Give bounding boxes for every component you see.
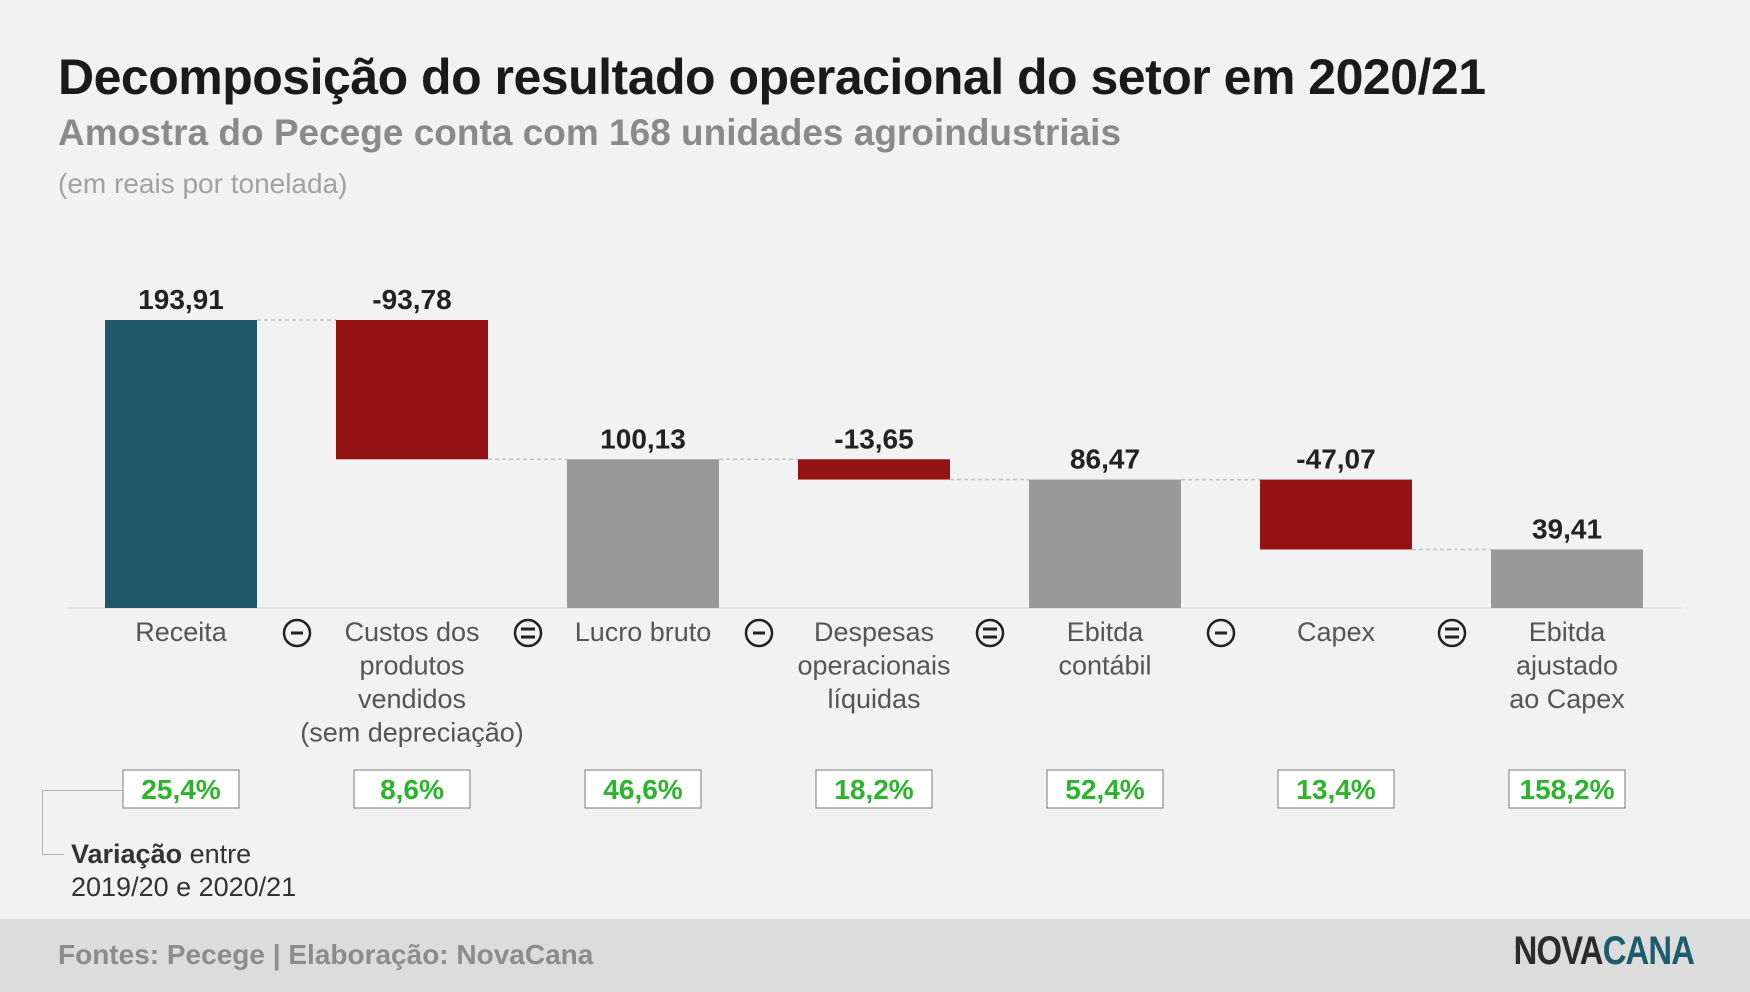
- value-label-4: 86,47: [1070, 444, 1140, 475]
- variation-bracket-top: [42, 790, 122, 791]
- variation-box-2: [584, 769, 702, 809]
- category-label-4-0: Ebitda: [1067, 617, 1145, 647]
- category-label-1-2: vendidos: [358, 684, 466, 714]
- bar-2: [567, 459, 719, 608]
- bar-5: [1260, 479, 1412, 550]
- category-label-3-0: Despesas: [814, 617, 934, 647]
- bar-3: [798, 459, 950, 480]
- category-label-6-1: ajustado: [1516, 651, 1618, 681]
- variation-value-0: 25,4%: [141, 774, 220, 805]
- variation-value-2: 46,6%: [603, 774, 682, 805]
- footer: Fontes: Pecege | Elaboração: NovaCana NO…: [0, 919, 1750, 992]
- minus-operator-icon-0: [282, 618, 312, 648]
- value-label-2: 100,13: [600, 423, 686, 454]
- chart-title: Decomposição do resultado operacional do…: [58, 49, 1486, 105]
- category-label-2-0: Lucro bruto: [575, 617, 712, 647]
- category-label-1-3: (sem depreciação): [300, 718, 524, 748]
- minus-operator-icon-4: [1206, 618, 1236, 648]
- variation-value-6: 158,2%: [1520, 774, 1615, 805]
- variation-box-0: [122, 769, 240, 809]
- category-label-1-0: Custos dos: [344, 617, 479, 647]
- value-label-0: 193,91: [138, 284, 224, 315]
- category-label-3-1: operacionais: [797, 651, 950, 681]
- novacana-logo: NOVACANA: [1513, 929, 1694, 973]
- category-label-0-0: Receita: [135, 617, 228, 647]
- variation-value-4: 52,4%: [1065, 774, 1144, 805]
- minus-operator-icon-2: [744, 618, 774, 648]
- value-label-3: -13,65: [834, 423, 913, 454]
- category-label-1-1: produtos: [359, 651, 464, 681]
- chart-subtitle: Amostra do Pecege conta com 168 unidades…: [58, 112, 1122, 153]
- bar-6: [1491, 549, 1643, 608]
- variation-box-5: [1277, 769, 1395, 809]
- waterfall-chart: 193,91 Receita 25,4% -93,78 Custos dos produt…: [68, 284, 1682, 809]
- variation-value-3: 18,2%: [834, 774, 913, 805]
- bar-0: [105, 320, 257, 608]
- variation-box-6: [1508, 769, 1626, 809]
- bar-1: [336, 320, 488, 460]
- variation-box-1: [353, 769, 471, 809]
- equals-operator-icon-1: [513, 618, 543, 648]
- variation-legend: Variação entre 2019/20 e 2020/21: [71, 838, 296, 904]
- sources-text: Fontes: Pecege | Elaboração: NovaCana: [58, 939, 594, 970]
- value-label-6: 39,41: [1532, 513, 1602, 544]
- category-label-3-2: líquidas: [827, 684, 920, 714]
- bar-4: [1029, 479, 1181, 608]
- equals-operator-icon-5: [1437, 618, 1467, 648]
- variation-legend-rest: entre: [182, 839, 252, 869]
- category-label-6-2: ao Capex: [1509, 684, 1625, 714]
- category-label-4-1: contábil: [1058, 651, 1151, 681]
- variation-box-4: [1046, 769, 1164, 809]
- unit-note: (em reais por tonelada): [58, 168, 348, 199]
- category-label-6-0: Ebitda: [1529, 617, 1607, 647]
- variation-legend-period: 2019/20 e 2020/21: [71, 872, 297, 902]
- variation-box-3: [815, 769, 933, 809]
- category-label-5-0: Capex: [1297, 617, 1376, 647]
- variation-value-1: 8,6%: [380, 774, 444, 805]
- equals-operator-icon-3: [975, 618, 1005, 648]
- value-label-1: -93,78: [372, 284, 451, 315]
- variation-value-5: 13,4%: [1296, 774, 1375, 805]
- variation-bracket: [42, 790, 123, 854]
- value-label-5: -47,07: [1296, 444, 1375, 475]
- variation-legend-bold: Variação: [71, 839, 183, 869]
- variation-bracket-bottom: [42, 854, 64, 855]
